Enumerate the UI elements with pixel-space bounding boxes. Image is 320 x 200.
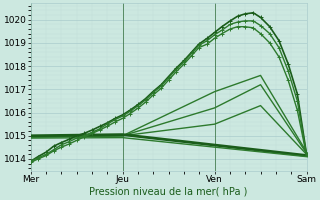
X-axis label: Pression niveau de la mer( hPa ): Pression niveau de la mer( hPa ) [89, 187, 248, 197]
